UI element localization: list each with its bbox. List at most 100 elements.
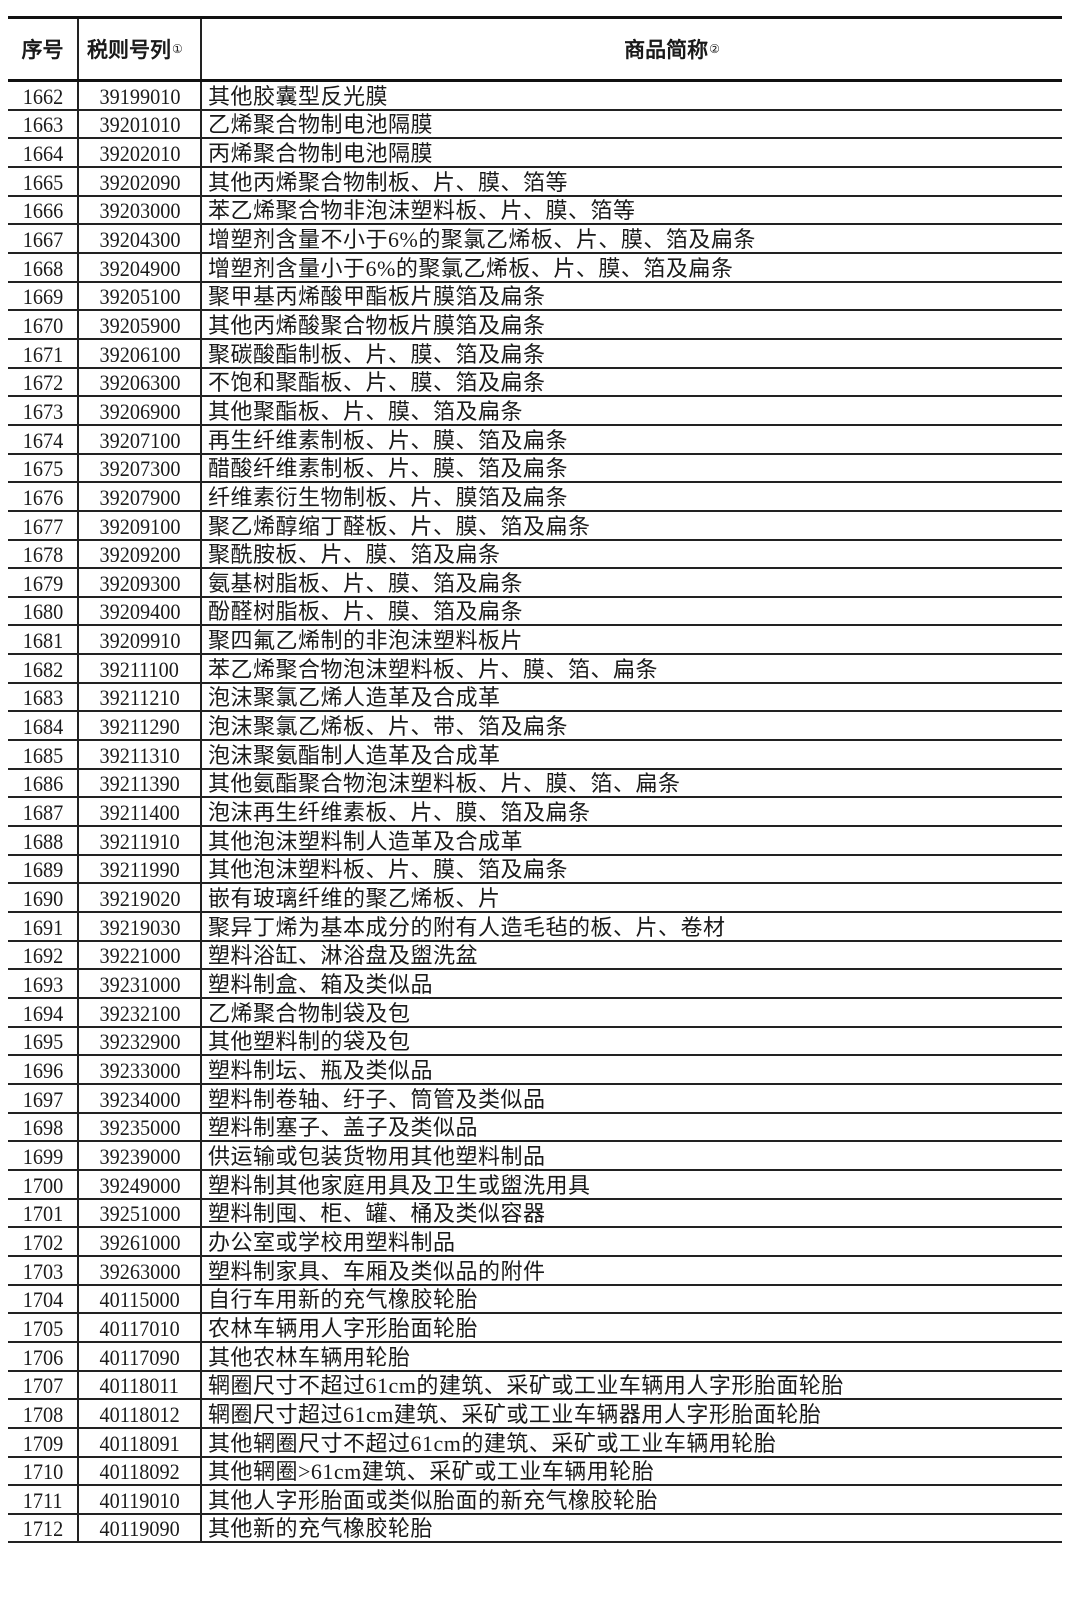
name-cell: 聚甲基丙烯酸甲酯板片膜箔及扁条 <box>202 283 1062 310</box>
code-cell: 39204900 <box>79 253 202 281</box>
table-row: 1691 39219030 聚异丁烯为基本成分的附有人造毛毡的板、片、卷材 <box>8 913 1062 942</box>
seq-cell: 1690 <box>8 884 79 912</box>
name-cell-text: 其他胶囊型反光膜 <box>208 83 389 109</box>
name-cell-text: 其他辋圈尺寸不超过61cm的建筑、采矿或工业车辆用轮胎 <box>208 1430 777 1456</box>
seq-cell: 1670 <box>8 311 79 338</box>
name-cell: 塑料制塞子、盖子及类似品 <box>202 1114 1062 1141</box>
seq-cell: 1709 <box>8 1428 79 1456</box>
name-cell: 其他胶囊型反光膜 <box>202 82 1062 109</box>
code-cell: 39209100 <box>79 511 202 539</box>
code-cell: 40119090 <box>79 1514 202 1542</box>
code-cell-text: 40118012 <box>99 1401 180 1427</box>
seq-cell: 1710 <box>8 1457 79 1485</box>
name-cell: 办公室或学校用塑料制品 <box>202 1228 1062 1255</box>
table-row: 1697 39234000 塑料制卷轴、纡子、筒管及类似品 <box>8 1084 1062 1114</box>
name-cell: 聚异丁烯为基本成分的附有人造毛毡的板、片、卷材 <box>202 913 1062 940</box>
code-cell: 39209200 <box>79 540 202 568</box>
code-cell-text: 39207900 <box>99 484 180 510</box>
table-row: 1674 39207100 再生纤维素制板、片、膜、箔及扁条 <box>8 425 1062 455</box>
table-header: 序号 税则号列 ① 商品简称 ② <box>8 19 1062 82</box>
table-row: 1708 40118012 辋圈尺寸超过61cm建筑、采矿或工业车辆器用人字形胎面轮… <box>8 1400 1062 1429</box>
name-cell-text: 塑料制坛、瓶及类似品 <box>208 1057 434 1083</box>
seq-cell-text: 1668 <box>22 255 63 281</box>
code-cell: 39211910 <box>79 827 202 854</box>
code-cell-text: 39205900 <box>99 312 180 338</box>
code-cell-text: 39219030 <box>99 914 180 940</box>
name-cell: 其他塑料制的袋及包 <box>202 1028 1062 1055</box>
code-cell-text: 39211100 <box>99 656 180 682</box>
name-cell-text: 塑料制其他家庭用具及卫生或盥洗用具 <box>208 1172 591 1198</box>
name-cell: 丙烯聚合物制电池隔膜 <box>202 139 1062 166</box>
code-cell: 40118012 <box>79 1400 202 1427</box>
code-cell-text: 39211310 <box>99 742 180 768</box>
code-cell: 39211400 <box>79 798 202 826</box>
seq-cell-text: 1710 <box>22 1459 63 1485</box>
seq-cell: 1691 <box>8 913 79 940</box>
code-cell: 40118092 <box>79 1457 202 1485</box>
name-cell-text: 塑料制盒、箱及类似品 <box>208 972 434 997</box>
code-cell: 39231000 <box>79 970 202 997</box>
table-row: 1685 39211310 泡沫聚氨酯制人造革及合成革 <box>8 741 1062 770</box>
name-cell: 泡沫再生纤维素板、片、膜、箔及扁条 <box>202 798 1062 825</box>
seq-cell: 1696 <box>8 1056 79 1083</box>
code-cell-text: 39203000 <box>99 198 180 224</box>
name-cell: 塑料制坛、瓶及类似品 <box>202 1056 1062 1083</box>
code-cell: 39205900 <box>79 311 202 338</box>
table-row: 1686 39211390 其他氨酯聚合物泡沫塑料板、片、膜、箔、扁条 <box>8 769 1062 799</box>
code-cell: 39204300 <box>79 225 202 252</box>
name-cell: 辋圈尺寸超过61cm建筑、采矿或工业车辆器用人字形胎面轮胎 <box>202 1400 1062 1427</box>
seq-cell-text: 1686 <box>22 771 63 797</box>
name-cell-text: 泡沫聚氨酯制人造革及合成革 <box>208 742 501 768</box>
code-cell-text: 39207300 <box>99 456 180 482</box>
seq-cell-text: 1709 <box>22 1430 63 1456</box>
name-cell: 泡沫聚氨酯制人造革及合成革 <box>202 741 1062 768</box>
name-cell: 泡沫聚氯乙烯板、片、带、箔及扁条 <box>202 712 1062 739</box>
name-cell-text: 聚碳酸酯制板、片、膜、箔及扁条 <box>208 341 546 367</box>
seq-cell: 1669 <box>8 282 79 310</box>
table-row: 1667 39204300 增塑剂含量不小于6%的聚氯乙烯板、片、膜、箔及扁条 <box>8 225 1062 254</box>
code-cell: 39233000 <box>79 1056 202 1083</box>
table-row: 1692 39221000 塑料浴缸、淋浴盘及盥洗盆 <box>8 941 1062 971</box>
seq-cell: 1675 <box>8 454 79 482</box>
seq-cell-text: 1671 <box>22 341 63 367</box>
name-cell: 其他辋圈>61cm建筑、采矿或工业车辆用轮胎 <box>202 1458 1062 1485</box>
code-cell: 39219020 <box>79 884 202 912</box>
seq-cell-text: 1685 <box>22 742 63 768</box>
seq-cell-text: 1711 <box>22 1487 63 1513</box>
seq-cell-text: 1675 <box>22 456 63 482</box>
code-cell: 39202090 <box>79 167 202 195</box>
table-row: 1695 39232900 其他塑料制的袋及包 <box>8 1027 1062 1057</box>
header-seq: 序号 <box>8 19 79 79</box>
name-cell-text: 其他泡沫塑料制人造革及合成革 <box>208 828 524 854</box>
header-seq-label: 序号 <box>21 38 64 62</box>
name-cell: 其他聚酯板、片、膜、箔及扁条 <box>202 397 1062 424</box>
seq-cell-text: 1681 <box>22 628 63 654</box>
table-row: 1700 39249000 塑料制其他家庭用具及卫生或盥洗用具 <box>8 1170 1062 1200</box>
code-cell-text: 40117090 <box>99 1344 180 1370</box>
seq-cell-text: 1706 <box>22 1344 63 1370</box>
name-cell: 泡沫聚氯乙烯人造革及合成革 <box>202 684 1062 711</box>
name-cell: 塑料制囤、柜、罐、桶及类似容器 <box>202 1200 1062 1227</box>
name-cell-text: 办公室或学校用塑料制品 <box>208 1229 456 1255</box>
table-row: 1707 40118011 辋圈尺寸不超过61cm的建筑、采矿或工业车辆用人字形胎面… <box>8 1371 1062 1401</box>
code-cell-text: 39209400 <box>99 599 180 625</box>
code-cell: 39201010 <box>79 110 202 138</box>
name-cell-text: 其他泡沫塑料板、片、膜、箔及扁条 <box>208 857 569 883</box>
code-cell-text: 39231000 <box>99 972 180 997</box>
seq-cell: 1668 <box>8 253 79 281</box>
code-cell-text: 39235000 <box>99 1115 180 1141</box>
seq-cell: 1707 <box>8 1371 79 1399</box>
seq-cell-text: 1701 <box>22 1201 63 1227</box>
code-cell: 39211390 <box>79 769 202 797</box>
table-row: 1671 39206100 聚碳酸酯制板、片、膜、箔及扁条 <box>8 339 1062 369</box>
seq-cell-text: 1708 <box>22 1401 63 1427</box>
code-cell: 40117090 <box>79 1342 202 1370</box>
code-cell-text: 39211910 <box>99 828 180 854</box>
name-cell: 苯乙烯聚合物非泡沫塑料板、片、膜、箔等 <box>202 197 1062 224</box>
table-row: 1702 39261000 办公室或学校用塑料制品 <box>8 1228 1062 1257</box>
seq-cell-text: 1670 <box>22 312 63 338</box>
seq-cell-text: 1684 <box>22 714 63 740</box>
seq-cell: 1679 <box>8 569 79 596</box>
name-cell-text: 聚异丁烯为基本成分的附有人造毛毡的板、片、卷材 <box>208 914 726 940</box>
seq-cell-text: 1693 <box>22 972 63 997</box>
